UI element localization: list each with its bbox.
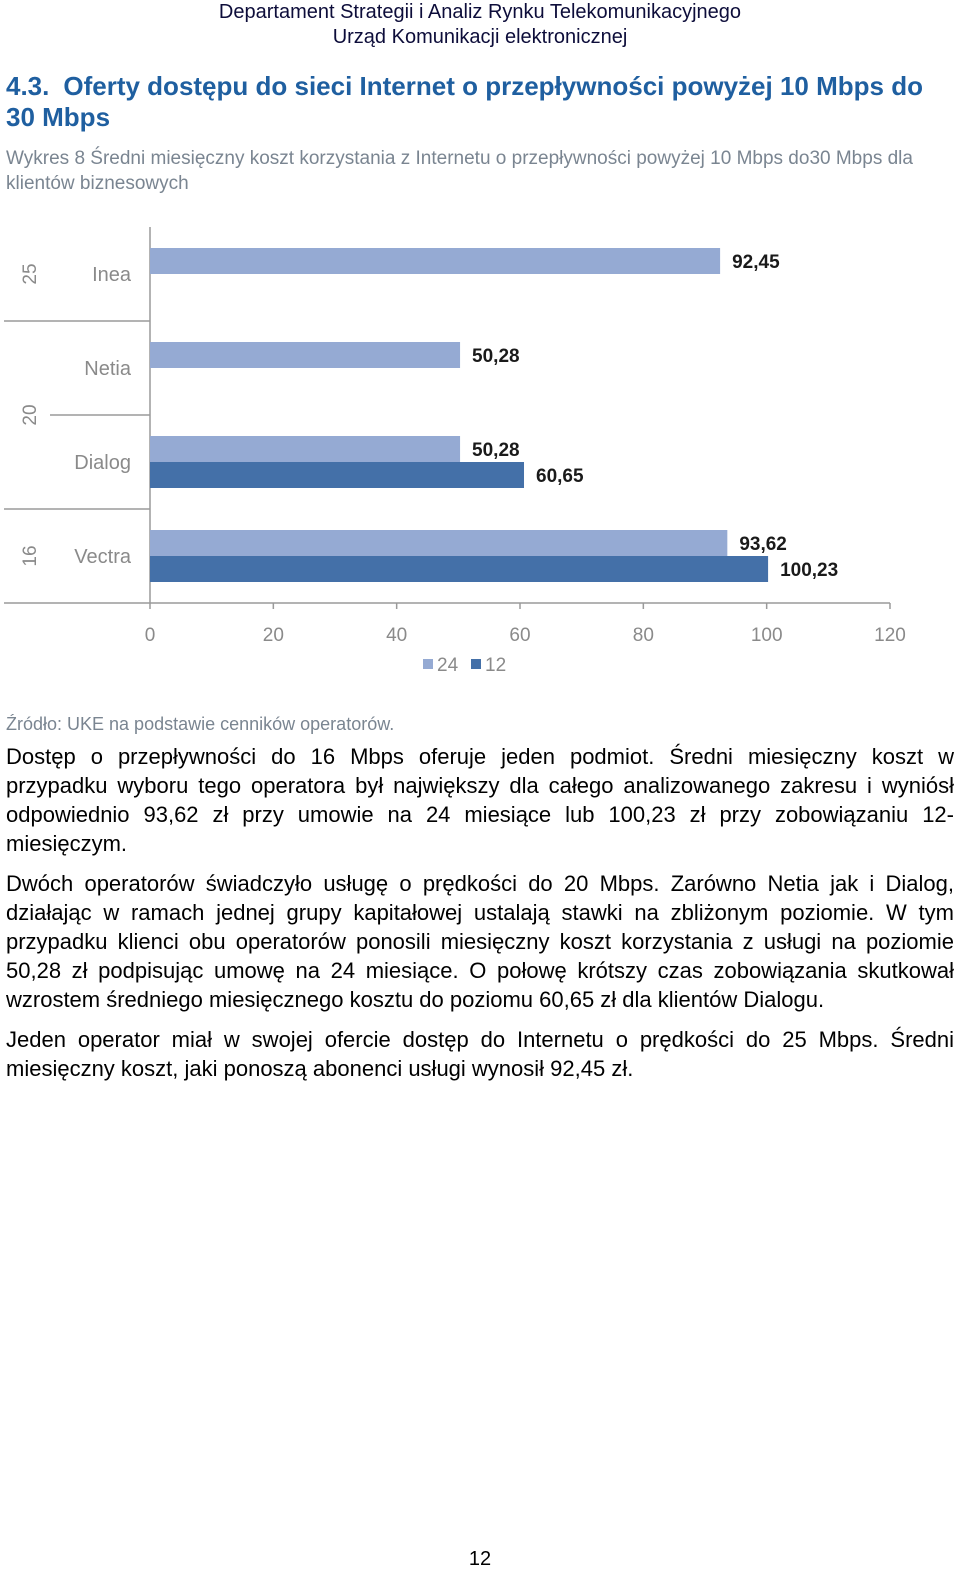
x-tick-label: 40 bbox=[386, 625, 407, 646]
legend-swatch bbox=[471, 659, 481, 669]
bar bbox=[150, 248, 721, 274]
body-text: Dostęp o przepływności do 16 Mbps oferuj… bbox=[6, 742, 954, 1094]
category-label: Vectra bbox=[74, 546, 132, 568]
category-label: Dialog bbox=[74, 452, 131, 474]
x-tick-label: 100 bbox=[751, 625, 783, 646]
x-tick-label: 60 bbox=[509, 625, 530, 646]
x-tick-label: 20 bbox=[263, 625, 284, 646]
paragraph: Jeden operator miał w swojej ofercie dos… bbox=[6, 1027, 954, 1081]
page-number: 12 bbox=[468, 1548, 492, 1570]
data-label: 60,65 bbox=[536, 466, 584, 487]
header-office: Urząd Komunikacji elektronicznej bbox=[332, 26, 628, 48]
header-department: Departament Strategii i Analiz Rynku Tel… bbox=[218, 1, 742, 23]
x-tick-label: 120 bbox=[874, 625, 906, 646]
bar bbox=[150, 530, 728, 556]
paragraph: Dwóch operatorów świadczyło usługę o prę… bbox=[6, 871, 954, 1012]
category-label: Netia bbox=[84, 358, 132, 380]
speed-group-label: 25 bbox=[20, 263, 41, 284]
page-header: Departament Strategii i Analiz Rynku Tel… bbox=[0, 0, 960, 50]
bar bbox=[150, 462, 525, 488]
bar bbox=[150, 556, 769, 582]
section-title-text: Oferty dostępu do sieci Internet o przep… bbox=[6, 71, 923, 132]
legend-label: 12 bbox=[485, 655, 506, 676]
x-tick-label: 80 bbox=[633, 625, 654, 646]
legend-label: 24 bbox=[437, 655, 459, 676]
data-label: 92,45 bbox=[732, 252, 780, 273]
x-tick-label: 0 bbox=[145, 625, 156, 646]
speed-group-label: 20 bbox=[20, 404, 41, 425]
bar bbox=[150, 436, 461, 462]
chart-caption: Wykres 8 Średni miesięczny koszt korzyst… bbox=[6, 148, 913, 194]
category-label: Inea bbox=[92, 264, 132, 286]
data-label: 93,62 bbox=[739, 534, 787, 555]
bar bbox=[150, 342, 461, 368]
section-title: 4.3. Oferty dostępu do sieci Internet o p… bbox=[6, 71, 954, 133]
source-note: Źródło: UKE na podstawie cenników operat… bbox=[6, 714, 395, 734]
bar-chart: 0 20 40 60 80 100 120 25 20 16 Inea Netia Dialog Vect… bbox=[4, 227, 906, 676]
paragraph: Dostęp o przepływności do 16 Mbps oferuj… bbox=[6, 744, 954, 856]
data-label: 100,23 bbox=[780, 560, 838, 581]
legend-swatch bbox=[423, 659, 433, 669]
section-number: 4.3. bbox=[6, 71, 50, 101]
data-label: 50,28 bbox=[472, 346, 520, 367]
speed-group-label: 16 bbox=[20, 545, 41, 566]
data-label: 50,28 bbox=[472, 440, 520, 461]
